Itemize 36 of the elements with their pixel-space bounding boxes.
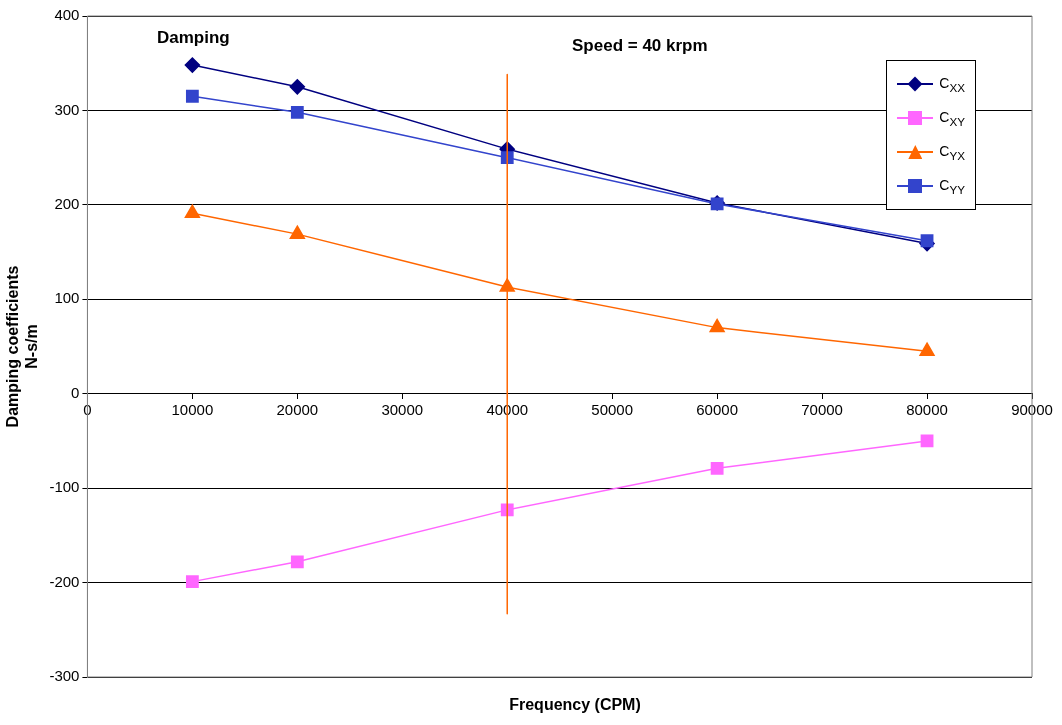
annotation: Damping <box>157 28 230 48</box>
point <box>289 79 306 95</box>
point <box>710 461 724 475</box>
y-tick-label: -100 <box>49 478 80 496</box>
x-tick-label: 30000 <box>381 400 424 418</box>
y-tick-label: 200 <box>54 195 80 212</box>
point <box>185 575 199 589</box>
x-tick-label: 70000 <box>801 400 843 418</box>
y-tick-label: 400 <box>54 6 80 24</box>
x-tick-label: 20000 <box>276 400 319 418</box>
point <box>920 234 934 248</box>
point <box>919 342 935 356</box>
point <box>290 555 304 569</box>
x-tick-label: 90000 <box>1011 400 1053 418</box>
point <box>709 318 725 333</box>
legend-label: C$_{YY}$ <box>939 176 965 196</box>
legend-label: C$_{YX}$ <box>939 142 965 162</box>
point <box>290 105 304 119</box>
y-tick-label: 300 <box>54 100 80 118</box>
y-tick-label: -200 <box>49 572 80 590</box>
x-tick-label: 10000 <box>171 400 214 418</box>
y-tick-label: -300 <box>49 667 80 685</box>
y-tick-label: 100 <box>54 289 80 307</box>
y-axis-title: Damping coefficients N-s/m <box>4 265 41 428</box>
point <box>184 57 201 73</box>
x-axis-title: Frequency (CPM) <box>508 696 642 714</box>
x-tick-label: 80000 <box>906 400 948 418</box>
point <box>184 204 201 219</box>
x-tick-label: 50000 <box>591 400 634 418</box>
y-tick-label: 0 <box>71 383 80 401</box>
annotation: Speed = 40 krpm <box>572 36 708 56</box>
point <box>289 225 306 239</box>
x-tick-label: 60000 <box>696 400 738 418</box>
legend-label: C$_{XX}$ <box>939 74 965 94</box>
point <box>185 89 199 103</box>
legend-label: C$_{XY}$ <box>939 108 965 128</box>
